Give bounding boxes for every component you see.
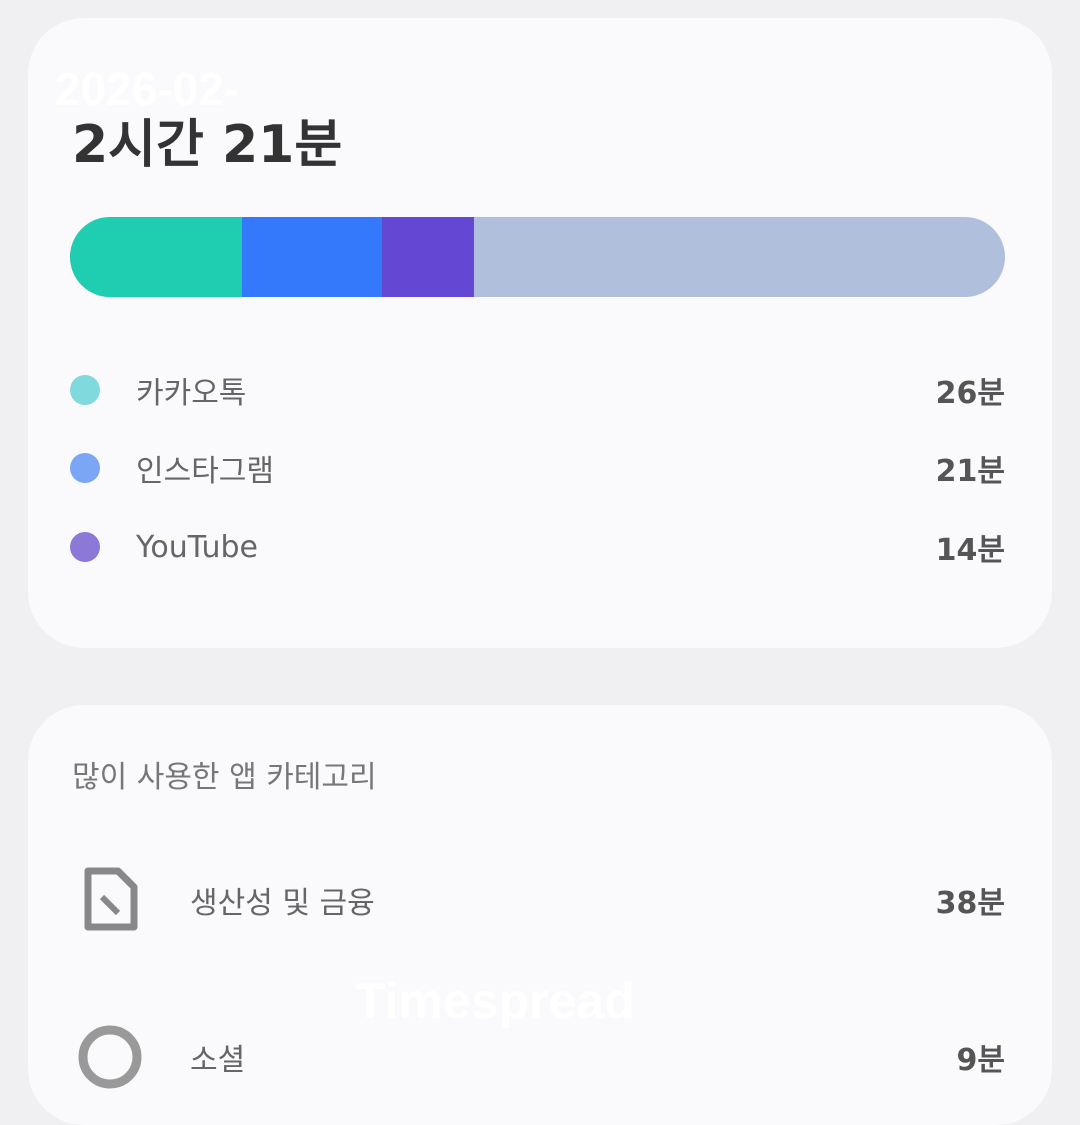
legend-value: 26분 <box>935 376 1005 411</box>
category-row[interactable]: 소셜 9분 <box>75 1022 1005 1092</box>
screen-time-card <box>28 18 1052 648</box>
legend-item[interactable]: YouTube 14분 <box>70 527 1005 568</box>
categories-card <box>28 705 1052 1125</box>
total-usage-time: 2시간 21분 <box>72 115 343 175</box>
legend-dot <box>70 453 100 483</box>
section-title: 많이 사용한 앱 카테고리 <box>72 760 377 795</box>
category-label: 소셜 <box>190 1043 246 1078</box>
usage-bar <box>70 217 1005 297</box>
watermark: Timespread <box>355 973 635 1029</box>
legend-value: 14분 <box>935 533 1005 568</box>
category-value: 9분 <box>956 1043 1005 1078</box>
usage-bar-segment <box>242 217 382 297</box>
legend-item[interactable]: 인스타그램 21분 <box>70 448 1005 489</box>
usage-bar-segment <box>70 217 243 297</box>
legend-label: YouTube <box>136 529 258 565</box>
legend-label: 카카오톡 <box>136 376 247 411</box>
chat-bubble-icon <box>75 1022 145 1092</box>
usage-bar-segment <box>381 217 475 297</box>
legend-value: 21분 <box>935 454 1005 489</box>
legend-label: 인스타그램 <box>136 454 274 489</box>
date-overlay: 2026-02- <box>55 63 240 115</box>
category-label: 생산성 및 금융 <box>190 886 375 921</box>
legend-item[interactable]: 카카오톡 26분 <box>70 370 1005 411</box>
document-icon <box>75 865 145 935</box>
category-row[interactable]: 생산성 및 금융 38분 <box>75 865 1005 935</box>
category-value: 38분 <box>935 886 1005 921</box>
legend-dot <box>70 375 100 405</box>
legend-dot <box>70 532 100 562</box>
